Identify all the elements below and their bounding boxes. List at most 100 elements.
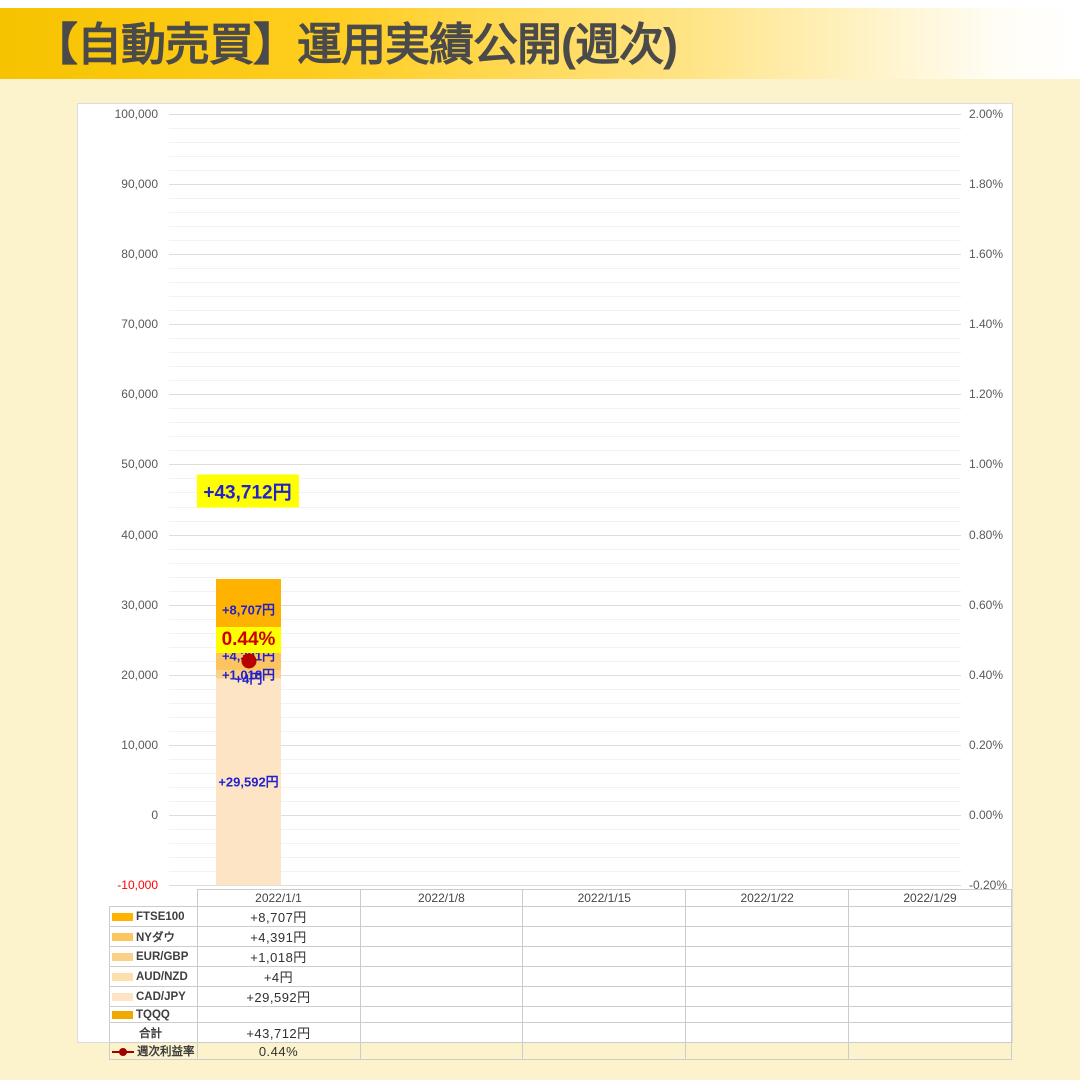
table-value-cell (359, 986, 524, 1007)
legend-swatch-icon (112, 952, 133, 961)
gridline (169, 338, 961, 339)
table-value-cell (685, 986, 850, 1007)
table-value-cell (848, 1042, 1012, 1060)
table-header-cell-date: 2022/1/15 (522, 889, 687, 907)
table-value-cell (685, 946, 850, 967)
title-band: 【自動売買】運用実績公開(週次) (0, 8, 1080, 79)
table-value-cell (685, 926, 850, 947)
table-row-tqqq: TQQQ (109, 1006, 1012, 1023)
gridline (169, 352, 961, 353)
y-axis-tick-label: 50,000 (121, 457, 158, 472)
table-value-cell: +1,018円 (196, 946, 361, 967)
right-axis-tick-label: 0.80% (969, 527, 1004, 542)
right-axis-tick-label: 0.20% (969, 737, 1004, 752)
table-corner-cell (110, 890, 198, 907)
table-value-cell (848, 1006, 1012, 1023)
gridline (169, 212, 961, 213)
gridline (169, 689, 961, 690)
gridline (169, 450, 961, 451)
gridline (169, 324, 961, 325)
table-value-cell (685, 1006, 850, 1023)
chart-panel: 100,000 90,000 80,000 70,000 60,000 50,000 40,… (77, 103, 1013, 1060)
table-value-cell: +8,707円 (196, 906, 361, 927)
table-value-cell (359, 1006, 524, 1023)
table-row-eur-gbp: EUR/GBP +1,018円 (109, 946, 1012, 967)
gridline (169, 633, 961, 634)
gridline (169, 815, 961, 816)
gridline (169, 296, 961, 297)
gridline (169, 366, 961, 367)
gridline (169, 745, 961, 746)
bar-segment-eur-gbp (216, 670, 281, 678)
bar-segment-cad-jpy (216, 677, 281, 885)
gridline (169, 198, 961, 199)
y-axis-tick-label: 10,000 (121, 737, 158, 752)
table-value-cell (522, 1042, 687, 1060)
legend-table: 2022/1/1 2022/1/8 2022/1/15 2022/1/22 2022/1… (109, 889, 1012, 1060)
legend-swatch-icon (112, 992, 133, 1001)
legend-label: 週次利益率 (137, 1046, 195, 1058)
legend-cell: 週次利益率 (109, 1042, 198, 1060)
gridline (169, 394, 961, 395)
gridline (169, 492, 961, 493)
gridline (169, 717, 961, 718)
gridline (169, 759, 961, 760)
gridline (169, 380, 961, 381)
legend-label: AUD/NZD (136, 970, 188, 983)
gridline (169, 170, 961, 171)
y-axis-tick-label: 30,000 (121, 597, 158, 612)
gridline (169, 128, 961, 129)
y-axis-tick-label: 60,000 (121, 387, 158, 402)
table-value-cell (359, 906, 524, 927)
table-value-cell (685, 906, 850, 927)
gridline (169, 773, 961, 774)
legend-cell: TQQQ (109, 1006, 198, 1023)
y-axis-tick-label: 80,000 (121, 247, 158, 262)
right-axis-tick-label: 1.20% (969, 387, 1004, 402)
table-value-cell: +43,712円 (196, 1022, 361, 1043)
table-value-cell (685, 966, 850, 987)
gridline (169, 829, 961, 830)
right-axis-tick-label: 0.40% (969, 667, 1004, 682)
table-value-cell (359, 1022, 524, 1043)
gridline (169, 478, 961, 479)
gridline (169, 142, 961, 143)
table-value-cell (522, 906, 687, 927)
table-value-cell (359, 946, 524, 967)
table-row-ny: NYダウ +4,391円 (109, 926, 1012, 947)
gridline (169, 619, 961, 620)
table-value-cell (359, 1042, 524, 1060)
gridline (169, 731, 961, 732)
table-value-cell (359, 966, 524, 987)
bar-segment-label-ftse100: +8,707円 (221, 602, 276, 618)
table-value-cell (522, 946, 687, 967)
total-value-label: +43,712円 (196, 474, 299, 508)
table-row-aud-nzd: AUD/NZD +4円 (109, 966, 1012, 987)
gridline (169, 114, 961, 115)
gridline (169, 647, 961, 648)
top-margin (0, 0, 1080, 8)
gridline (169, 521, 961, 522)
right-axis-tick-label: 0.00% (969, 807, 1004, 822)
table-value-cell (522, 986, 687, 1007)
bar-segment-label-aud-nzd: +4円 (234, 671, 263, 687)
table-value-cell (522, 1006, 687, 1023)
table-header-cell-date: 2022/1/1 (196, 889, 361, 907)
table-value-cell (848, 906, 1012, 927)
gridline (169, 422, 961, 423)
legend-label: CAD/JPY (136, 990, 186, 1003)
table-header-row: 2022/1/1 2022/1/8 2022/1/15 2022/1/22 2022/1… (110, 889, 1012, 907)
gridline (169, 675, 961, 676)
table-row-cad-jpy: CAD/JPY +29,592円 (109, 986, 1012, 1007)
table-value-cell (522, 926, 687, 947)
table-value-cell (685, 1042, 850, 1060)
gridline (169, 464, 961, 465)
legend-line-marker-icon (112, 1047, 134, 1056)
gridline (169, 591, 961, 592)
gridline (169, 254, 961, 255)
table-value-cell: +29,592円 (196, 986, 361, 1007)
gridline (169, 577, 961, 578)
y-axis-tick-label: 100,000 (114, 107, 158, 121)
weekly-rate-dot-marker (241, 653, 256, 669)
table-value-cell (359, 926, 524, 947)
